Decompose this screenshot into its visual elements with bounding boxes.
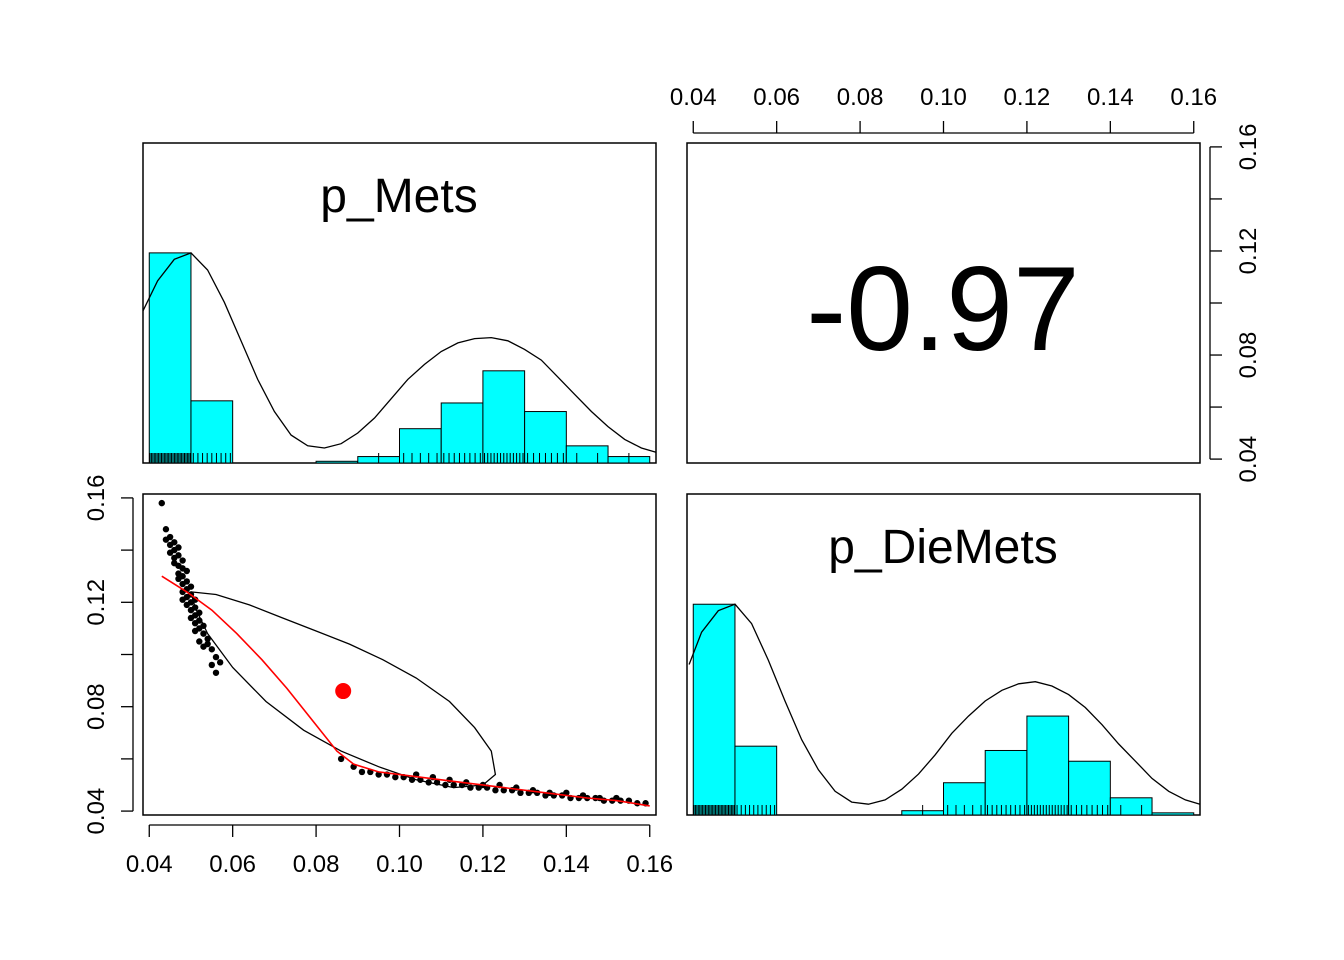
scatter-points (158, 499, 649, 807)
right-y-axis: 0.04 0.08 0.12 0.16 (1209, 124, 1262, 483)
scatter-point (179, 596, 186, 603)
scatter-point (191, 627, 199, 635)
scatter-point (183, 567, 190, 575)
axis-tick-label: 0.10 (376, 851, 423, 878)
histogram-bar (1068, 760, 1111, 816)
axis-tick-label: 0.12 (460, 851, 507, 878)
scatter-point (450, 781, 457, 789)
scatter-point (208, 646, 216, 653)
scatter-point (208, 661, 216, 669)
scatter-point (500, 787, 507, 794)
axis-tick-label: 0.14 (1087, 84, 1134, 111)
loess-smooth-line (161, 575, 650, 807)
mean-point (335, 683, 352, 700)
scatter-point (613, 794, 620, 802)
scatter-point (200, 630, 207, 637)
axis-tick-label: 0.14 (543, 851, 590, 878)
bottom-x-axis: 0.04 0.06 0.08 0.10 0.12 0.14 0.16 (126, 824, 673, 878)
p-mets-rug (149, 453, 630, 463)
axis-tick-label: 0.04 (126, 851, 173, 878)
p-mets-density-curve (142, 252, 657, 453)
p-diemets-density-curve (688, 603, 1201, 805)
axis-tick-label: 0.16 (1170, 84, 1217, 111)
histogram-bar (734, 745, 778, 816)
axis-tick-label: 0.08 (293, 851, 340, 878)
scatter-point (358, 768, 366, 776)
scatter-point (162, 536, 170, 543)
axis-tick-label: 0.16 (1235, 124, 1262, 171)
scatter-point (162, 526, 170, 533)
scatter-point (166, 549, 174, 556)
histogram-bar (692, 603, 736, 816)
histogram-bar (565, 445, 609, 464)
axis-tick-label: 0.12 (83, 579, 110, 626)
left-y-axis: 0.04 0.08 0.12 0.16 (83, 475, 134, 835)
scatter-point (212, 653, 220, 661)
p-diemets-rug (693, 805, 1143, 815)
correlation-value: -0.97 (806, 242, 1080, 376)
histogram-bar (148, 252, 192, 464)
p-mets-histogram (148, 252, 651, 464)
histogram-bar (482, 370, 526, 464)
histogram-bar (1109, 797, 1153, 816)
scatter-point (183, 578, 190, 585)
top-x-axis: 0.04 0.06 0.08 0.10 0.12 0.14 0.16 (670, 84, 1217, 134)
axis-tick-label: 0.10 (920, 84, 967, 111)
histogram-bar (440, 402, 484, 464)
axis-tick-label: 0.12 (1235, 228, 1262, 275)
scatter-point (204, 635, 211, 643)
variable-label-p-mets: p_Mets (320, 170, 477, 223)
axis-tick-label: 0.16 (626, 851, 673, 878)
histogram-bar (315, 460, 359, 464)
scatter-point (187, 583, 195, 590)
scatter-point (212, 669, 220, 676)
axis-tick-label: 0.04 (1235, 436, 1262, 483)
scatter-point (375, 771, 382, 778)
histogram-bar (1151, 812, 1195, 816)
scatter-point (337, 755, 345, 763)
axis-tick-label: 0.08 (83, 683, 110, 730)
panel-scatter (142, 493, 657, 816)
scatter-point (175, 575, 182, 583)
scatter-point (596, 794, 603, 802)
scatter-point (196, 638, 203, 645)
p-diemets-histogram (692, 603, 1195, 816)
scatter-point (171, 559, 178, 567)
axis-tick-label: 0.06 (753, 84, 800, 111)
axis-tick-label: 0.08 (837, 84, 884, 111)
scatter-point (216, 659, 224, 666)
scatter-point (175, 552, 182, 559)
panel-correlation (686, 142, 1201, 464)
axis-tick-label: 0.16 (83, 475, 110, 522)
scatter-point (392, 773, 399, 781)
scatter-point (183, 601, 190, 609)
histogram-bar (1026, 715, 1070, 816)
correlation-ellipse (190, 591, 497, 789)
scatter-point (179, 557, 186, 564)
scatter-point (175, 544, 182, 551)
axis-tick-label: 0.04 (83, 788, 110, 835)
axis-tick-label: 0.12 (1004, 84, 1051, 111)
variable-label-p-diemets: p_DieMets (828, 521, 1057, 574)
axis-tick-label: 0.08 (1235, 332, 1262, 379)
scatter-point (187, 614, 195, 622)
scatter-point (200, 643, 207, 650)
axis-tick-label: 0.06 (209, 851, 256, 878)
axis-tick-label: 0.04 (670, 84, 717, 111)
scatter-point (517, 789, 524, 797)
scatter-point (171, 539, 178, 546)
scatter-point (158, 499, 165, 507)
scatter-point (492, 787, 499, 794)
